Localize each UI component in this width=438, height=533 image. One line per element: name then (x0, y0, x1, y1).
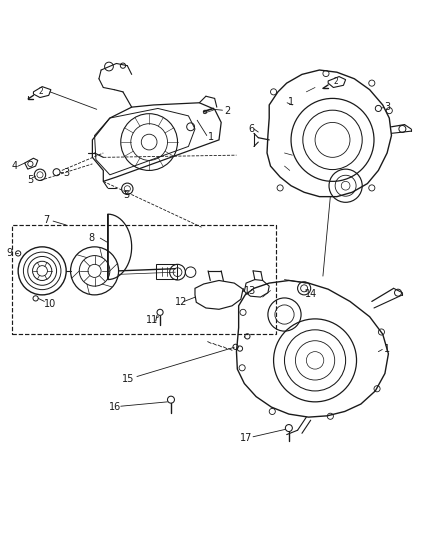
Text: 12: 12 (174, 297, 187, 308)
Text: 7: 7 (43, 215, 50, 225)
Text: 1: 1 (288, 97, 294, 107)
Text: 10: 10 (43, 298, 56, 309)
Text: 2: 2 (334, 77, 339, 86)
Text: 3: 3 (63, 168, 69, 177)
Text: 4: 4 (12, 161, 18, 171)
Text: 6: 6 (248, 124, 254, 134)
Bar (155, 264, 177, 279)
Text: 8: 8 (88, 233, 95, 243)
Text: 5: 5 (123, 190, 129, 200)
Text: 5: 5 (27, 175, 33, 185)
Text: 1: 1 (384, 344, 390, 353)
Text: 13: 13 (244, 286, 257, 296)
Bar (12, 225, 276, 334)
Text: 14: 14 (305, 288, 318, 298)
Text: 9: 9 (7, 248, 13, 259)
Text: 15: 15 (122, 374, 134, 384)
Text: 2: 2 (39, 87, 44, 96)
Text: 16: 16 (109, 402, 121, 412)
Text: 17: 17 (240, 433, 252, 442)
Text: 2: 2 (224, 106, 230, 116)
Text: 11: 11 (146, 315, 158, 325)
Text: 1: 1 (208, 132, 214, 142)
Text: 3: 3 (384, 102, 390, 112)
